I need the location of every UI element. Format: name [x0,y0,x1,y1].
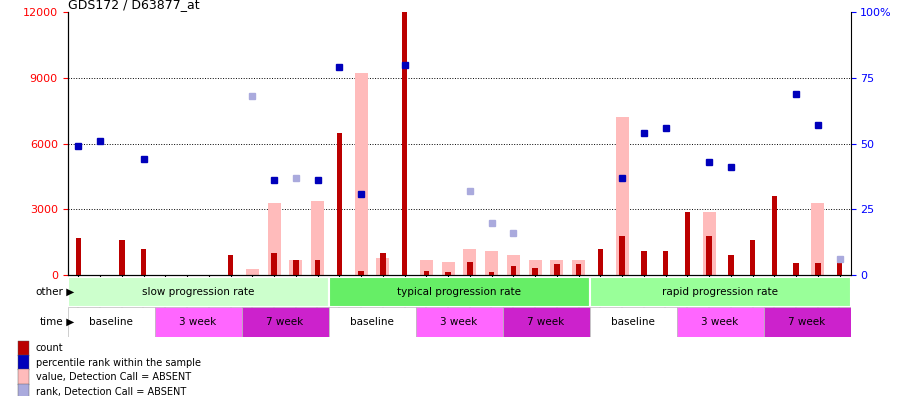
Bar [528,260,542,275]
Bar [489,272,494,275]
Text: value, Detection Call = ABSENT: value, Detection Call = ABSENT [36,372,191,382]
Text: 7 week: 7 week [527,317,564,327]
Bar [416,307,502,337]
Text: typical progression rate: typical progression rate [397,287,521,297]
Bar [328,307,416,337]
Bar [76,238,81,275]
Bar [246,268,259,275]
Bar [550,260,563,275]
Bar [68,307,155,337]
Text: rapid progression rate: rapid progression rate [662,287,778,297]
Text: percentile rank within the sample: percentile rank within the sample [36,358,201,368]
Text: ▶: ▶ [63,317,74,327]
Bar [619,236,625,275]
Bar [763,307,850,337]
Text: 3 week: 3 week [179,317,217,327]
Bar [464,249,476,275]
Bar [419,260,433,275]
Text: baseline: baseline [89,317,133,327]
Text: rank, Detection Call = ABSENT: rank, Detection Call = ABSENT [36,386,186,396]
Bar [18,341,29,356]
Bar [267,203,281,275]
Bar [502,307,590,337]
Text: 7 week: 7 week [266,317,303,327]
Bar [663,251,669,275]
Bar [337,133,342,275]
Bar [119,240,124,275]
Bar [141,249,147,275]
Bar [18,355,29,370]
Bar [812,203,824,275]
Bar [155,307,241,337]
Bar [590,307,677,337]
Bar [616,117,629,275]
Bar [467,262,472,275]
Bar [510,267,516,275]
Bar [728,255,733,275]
Bar [703,211,716,275]
Bar [380,253,385,275]
Text: GDS172 / D63877_at: GDS172 / D63877_at [68,0,199,11]
Bar [554,264,560,275]
Bar [485,251,499,275]
Text: 3 week: 3 week [440,317,478,327]
Bar [507,255,520,275]
Bar [750,240,755,275]
Bar [311,201,324,275]
Bar [68,277,328,307]
Text: other: other [35,287,63,297]
Bar [446,272,451,275]
Text: baseline: baseline [350,317,394,327]
Bar [641,251,646,275]
Bar [315,260,320,275]
Bar [706,236,712,275]
Text: time: time [40,317,63,327]
Bar [685,211,690,275]
Bar [228,255,233,275]
Bar [358,271,364,275]
Text: count: count [36,343,63,353]
Bar [376,258,390,275]
Bar [328,277,590,307]
Text: ▶: ▶ [63,287,74,297]
Bar [442,262,454,275]
Bar [290,260,302,275]
Text: slow progression rate: slow progression rate [142,287,254,297]
Bar [576,264,581,275]
Bar [572,260,585,275]
Bar [533,268,538,275]
Bar [355,73,367,275]
Bar [677,307,763,337]
Bar [293,260,299,275]
Bar [18,369,29,385]
Bar [241,307,328,337]
Bar [424,271,429,275]
Text: baseline: baseline [611,317,655,327]
Bar [794,263,799,275]
Bar [590,277,850,307]
Bar [272,253,277,275]
Bar [598,249,603,275]
Text: 3 week: 3 week [701,317,739,327]
Bar [837,260,842,275]
Text: 7 week: 7 week [788,317,825,327]
Bar [18,384,29,396]
Bar [402,12,408,275]
Bar [771,196,777,275]
Bar [815,263,821,275]
